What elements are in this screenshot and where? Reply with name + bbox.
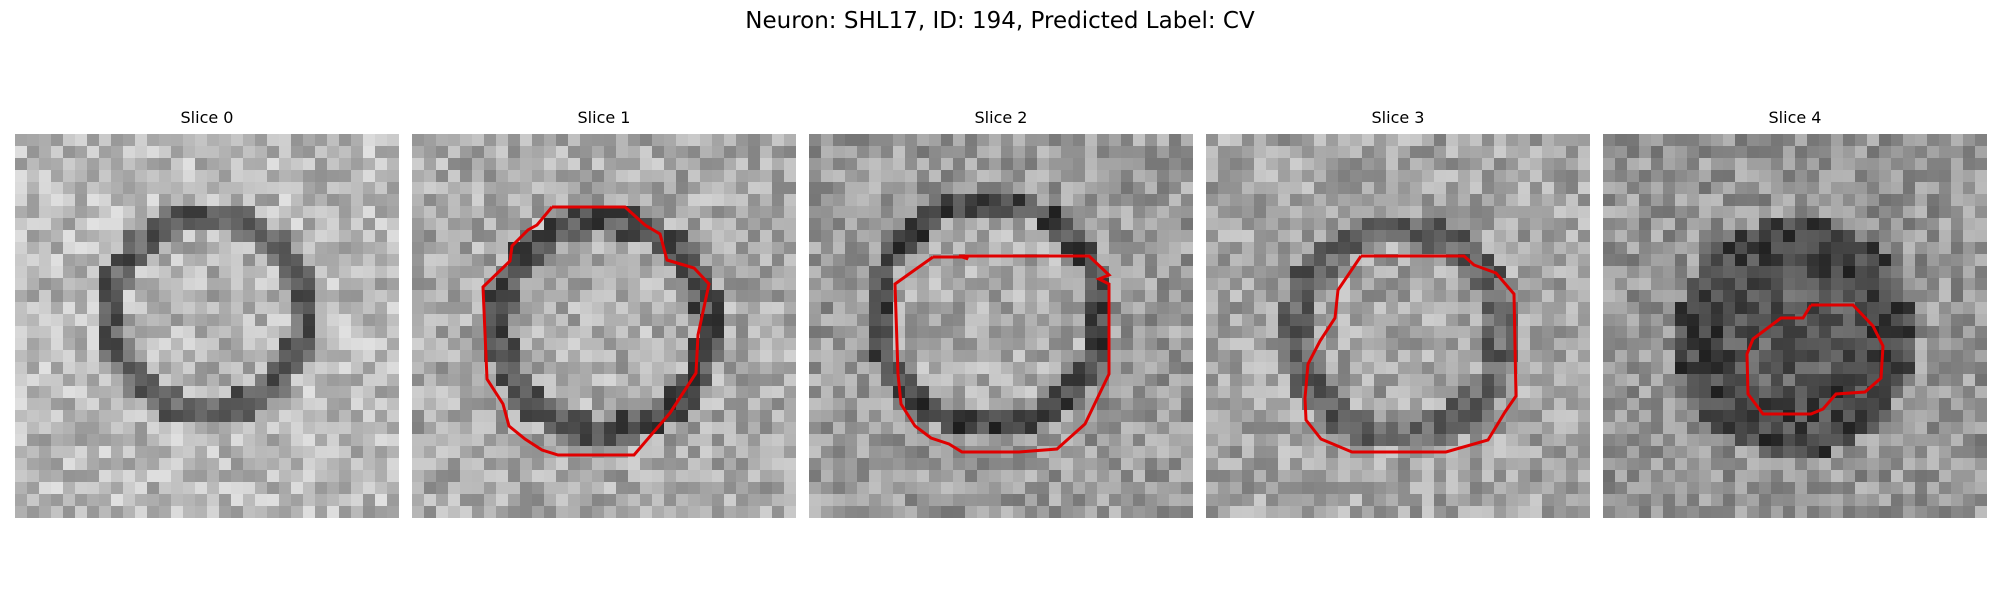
- roi-contour: [1303, 254, 1518, 454]
- slice-image: [1206, 134, 1590, 518]
- slice-panel-3: Slice 3: [1206, 108, 1590, 518]
- slice-image: [809, 134, 1193, 518]
- slice-panel-1: Slice 1: [412, 108, 796, 518]
- roi-contour: [1745, 303, 1885, 416]
- slice-image: [1603, 134, 1987, 518]
- slice-title: Slice 0: [180, 108, 234, 127]
- figure-title: Neuron: SHL17, ID: 194, Predicted Label:…: [745, 8, 1255, 34]
- slice-panel-2: Slice 2: [809, 108, 1193, 518]
- slice-image: [15, 134, 399, 518]
- slice-panel-0: Slice 0: [15, 108, 399, 518]
- slice-title: Slice 2: [974, 108, 1028, 127]
- slice-title: Slice 3: [1371, 108, 1425, 127]
- slice-title: Slice 1: [577, 108, 631, 127]
- slice-title: Slice 4: [1768, 108, 1822, 127]
- roi-contour: [481, 205, 711, 457]
- roi-contour: [893, 254, 1112, 454]
- slice-panel-4: Slice 4: [1603, 108, 1987, 518]
